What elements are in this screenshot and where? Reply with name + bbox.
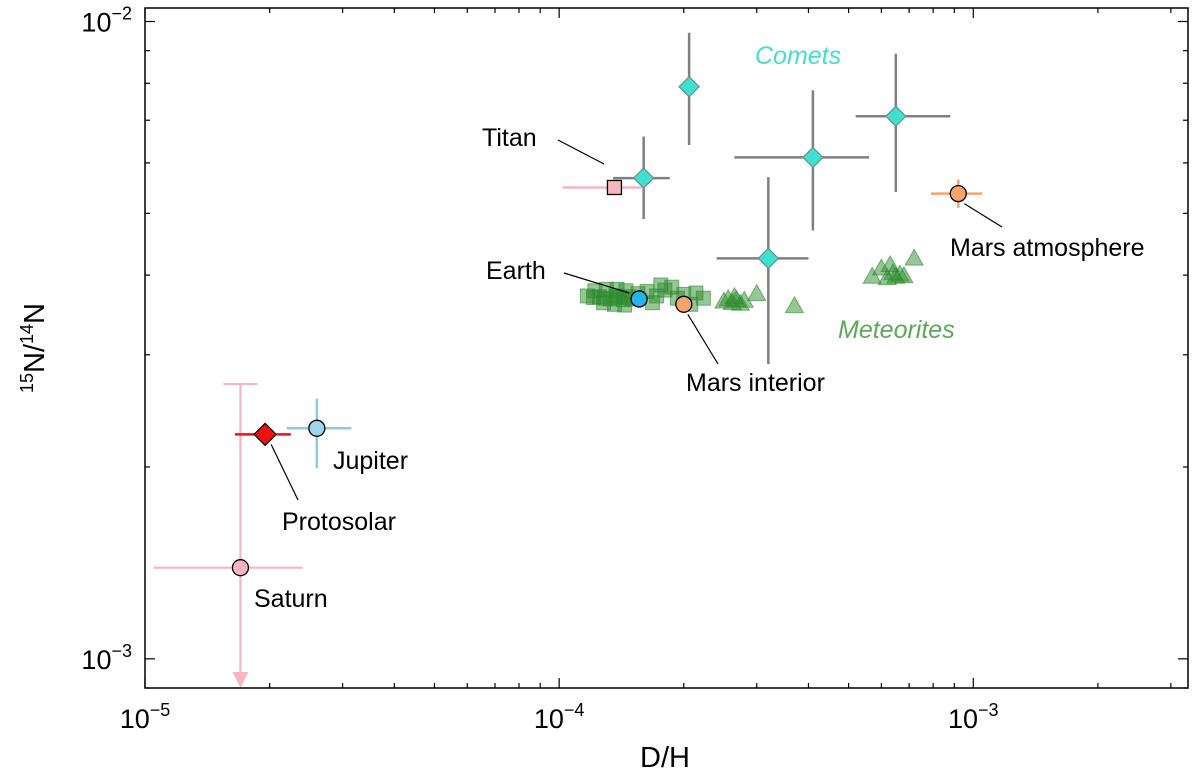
meteorite-square (617, 297, 633, 313)
meteorite-triangle (904, 248, 925, 266)
earth-marker (630, 290, 648, 308)
comet-marker (884, 105, 907, 128)
jupiter-marker (308, 419, 326, 437)
y-label-sup-15: 15 (17, 373, 37, 393)
saturn-upper-limit-arrow (232, 672, 249, 688)
x-axis-label: D/H (640, 742, 690, 774)
meteorites-label: Meteorites (838, 316, 955, 344)
saturn-marker (231, 559, 250, 577)
tick-exponent: −4 (564, 700, 585, 720)
y-axis-label: 15N/14N (17, 303, 51, 393)
protosolar-label: Protosolar (282, 508, 396, 536)
meteorite-square (695, 290, 711, 306)
earth-label: Earth (486, 257, 546, 285)
titan-label: Titan (482, 124, 537, 152)
mars-atmosphere-label: Mars atmosphere (950, 234, 1145, 262)
y-label-n: N/ (19, 343, 51, 373)
mars-atmosphere-marker (949, 184, 967, 203)
titan-leader (557, 139, 605, 165)
tick-exponent: −3 (978, 700, 999, 720)
x-tick-label: 10−3 (948, 700, 999, 734)
tick-base: 10 (81, 645, 111, 675)
protosolar-marker (253, 422, 277, 447)
mars-interior-label: Mars interior (686, 369, 825, 397)
tick-exponent: −3 (111, 641, 132, 661)
tick-base: 10 (534, 704, 564, 734)
comets-label: Comets (755, 42, 841, 70)
meteorite-triangle (724, 286, 745, 304)
saturn-label: Saturn (254, 585, 328, 613)
mars-atmosphere-leader (963, 203, 1003, 228)
mars-interior-leader (687, 313, 719, 365)
x-tick-label: 10−5 (120, 700, 171, 734)
meteorite-triangle (784, 295, 805, 314)
tick-base: 10 (948, 704, 978, 734)
comet-marker (757, 247, 780, 270)
data-markers (231, 75, 967, 577)
axis-ticks: 10−5 10−4 10−310−310−2 (81, 4, 1188, 734)
y-tick-label: 10−2 (81, 4, 132, 38)
tick-base: 10 (81, 8, 111, 38)
meteorite-triangle (746, 283, 767, 301)
jupiter-label: Jupiter (333, 447, 408, 475)
y-label-sup-14: 14 (17, 324, 37, 344)
annotation-leaders (270, 139, 1003, 501)
meteorite-triangle (880, 254, 901, 273)
protosolar-leader (270, 444, 299, 501)
tick-exponent: −5 (150, 700, 171, 720)
comet-marker (678, 75, 700, 98)
plot-frame (144, 7, 1189, 689)
mars-interior-marker (675, 295, 693, 313)
tick-exponent: −2 (111, 4, 132, 24)
y-label-n-end: N (19, 303, 51, 324)
meteorite-triangle (894, 265, 914, 284)
annotation-labels: Comets Meteorites Saturn Jupiter Protosolar T… (254, 42, 1145, 613)
x-tick-label: 10−4 (534, 700, 585, 734)
earth-leader (563, 272, 630, 294)
comet-marker (632, 167, 655, 189)
tick-base: 10 (120, 704, 150, 734)
y-tick-label: 10−3 (81, 641, 132, 675)
meteorite-square (653, 277, 669, 293)
comet-marker (802, 146, 824, 169)
titan-marker (606, 179, 623, 196)
